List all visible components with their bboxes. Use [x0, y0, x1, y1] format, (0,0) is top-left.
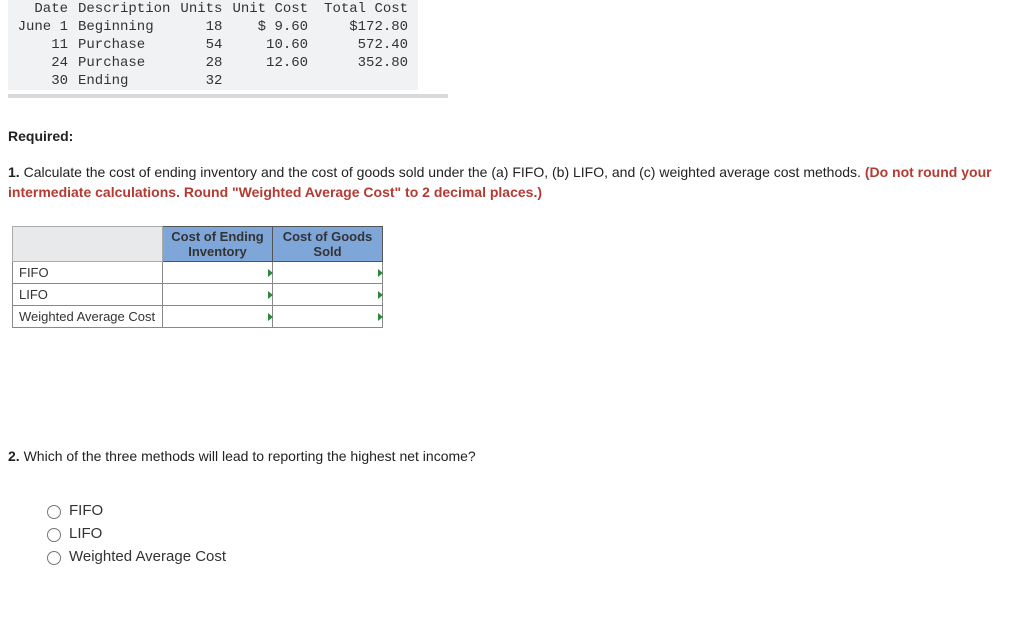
- cell-handle-icon: [378, 306, 383, 327]
- answer-table-corner: [13, 227, 163, 262]
- col-desc-header: Description: [78, 0, 180, 18]
- col-units-header: Units: [180, 0, 232, 18]
- radio-option-fifo[interactable]: FIFO: [42, 502, 1024, 519]
- radio-option-lifo[interactable]: LIFO: [42, 525, 1024, 542]
- col-ending-inventory-header: Cost of Ending Inventory: [163, 227, 273, 262]
- answer-row-fifo: FIFO: [13, 262, 383, 284]
- radio-option-wac[interactable]: Weighted Average Cost: [42, 548, 1024, 565]
- wac-ending-input[interactable]: [163, 306, 273, 328]
- answer-row-lifo: LIFO: [13, 284, 383, 306]
- question-2-number: 2.: [8, 448, 20, 464]
- row-label: Weighted Average Cost: [13, 306, 163, 328]
- col-unitcost-header: Unit Cost: [232, 0, 318, 18]
- inventory-row: 30 Ending 32: [8, 72, 418, 90]
- wac-cogs-input[interactable]: [273, 306, 383, 328]
- question-1: 1. Calculate the cost of ending inventor…: [8, 162, 1004, 202]
- col-totalcost-header: Total Cost: [318, 0, 418, 18]
- inventory-row: June 1 Beginning 18 $ 9.60 $172.80: [8, 18, 418, 36]
- row-label: FIFO: [13, 262, 163, 284]
- radio-input-fifo[interactable]: [47, 505, 61, 519]
- inventory-table: Date Description Units Unit Cost Total C…: [8, 0, 418, 90]
- radio-input-wac[interactable]: [47, 551, 61, 565]
- answer-table: Cost of Ending Inventory Cost of Goods S…: [12, 226, 383, 328]
- lifo-ending-input[interactable]: [163, 284, 273, 306]
- inventory-row: 11 Purchase 54 10.60 572.40: [8, 36, 418, 54]
- question-1-number: 1.: [8, 164, 20, 180]
- required-heading: Required:: [8, 128, 1024, 144]
- radio-group: FIFO LIFO Weighted Average Cost: [42, 502, 1024, 565]
- radio-input-lifo[interactable]: [47, 528, 61, 542]
- fifo-ending-input[interactable]: [163, 262, 273, 284]
- row-label: LIFO: [13, 284, 163, 306]
- cell-handle-icon: [378, 262, 383, 283]
- question-1-text: Calculate the cost of ending inventory a…: [24, 164, 865, 180]
- inventory-row: 24 Purchase 28 12.60 352.80: [8, 54, 418, 72]
- col-date-header: Date: [8, 0, 78, 18]
- answer-row-wac: Weighted Average Cost: [13, 306, 383, 328]
- col-cogs-header: Cost of Goods Sold: [273, 227, 383, 262]
- radio-label: LIFO: [69, 525, 102, 542]
- radio-label: FIFO: [69, 502, 103, 519]
- fifo-cogs-input[interactable]: [273, 262, 383, 284]
- lifo-cogs-input[interactable]: [273, 284, 383, 306]
- question-2: 2. Which of the three methods will lead …: [8, 448, 1024, 464]
- divider-bar: [8, 94, 448, 98]
- cell-handle-icon: [378, 284, 383, 305]
- question-2-text: Which of the three methods will lead to …: [24, 448, 476, 464]
- radio-label: Weighted Average Cost: [69, 548, 226, 565]
